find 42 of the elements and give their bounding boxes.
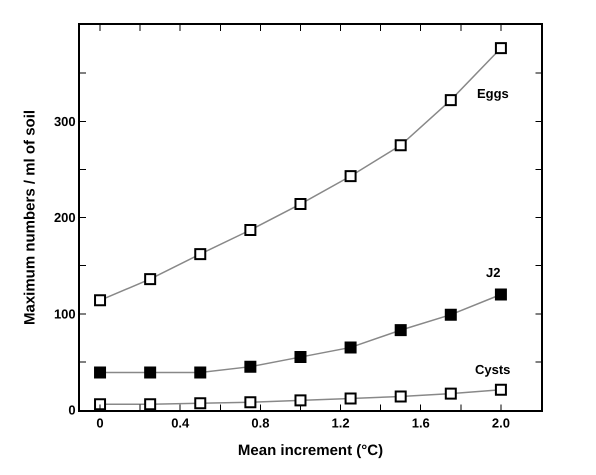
point [194, 397, 206, 410]
point [444, 308, 457, 321]
legend-label: Cysts [475, 362, 510, 377]
point [344, 341, 357, 354]
point [494, 288, 507, 300]
series-label: J2 [486, 265, 500, 280]
x-tick-label: 1.6 [412, 415, 430, 430]
point [244, 396, 256, 408]
point [94, 294, 106, 306]
y-tick-label: 0 [68, 402, 76, 418]
point [194, 248, 206, 260]
point [94, 366, 106, 378]
point [244, 224, 256, 236]
point [444, 388, 457, 400]
series-label: Eggs [477, 86, 509, 101]
x-tick-label: 0.4 [171, 415, 190, 430]
point [394, 139, 407, 152]
y-tick-label: 200 [54, 210, 76, 226]
y-axis-title: Maximum numbers / ml of soil [22, 110, 39, 326]
point [394, 324, 407, 336]
point [244, 360, 256, 373]
point [294, 198, 306, 210]
point [294, 351, 306, 364]
point [144, 366, 156, 378]
y-tick-label: 100 [54, 306, 76, 322]
point [394, 390, 407, 403]
point [294, 394, 306, 406]
x-axis-title: Mean increment (°C) [238, 442, 384, 459]
point [444, 94, 457, 106]
point [494, 384, 507, 396]
point [94, 398, 106, 410]
point [144, 273, 156, 286]
x-tick-label: 1.2 [332, 415, 350, 430]
point [144, 398, 156, 410]
point [344, 392, 357, 404]
x-tick-label: 2.0 [492, 415, 510, 430]
y-tick-label: 300 [54, 114, 76, 129]
point [344, 170, 357, 182]
x-tick-label: 0.8 [251, 415, 270, 430]
x-tick-label: 0 [96, 415, 104, 430]
point [194, 366, 206, 378]
point [494, 42, 507, 54]
